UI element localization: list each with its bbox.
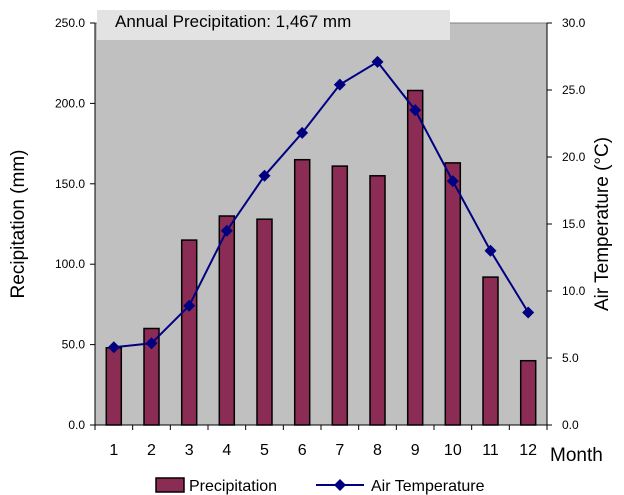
x-tick-label: 1 — [109, 442, 118, 459]
right-axis-title: Air Temperature (°C) — [592, 137, 613, 311]
x-tick-label: 10 — [444, 442, 462, 459]
precipitation-bars — [105, 89, 537, 426]
temp-point-4 — [220, 224, 233, 237]
temperature-line — [107, 55, 535, 354]
right-tick-label: 25.0 — [562, 83, 586, 97]
right-tick-label: 30.0 — [562, 16, 586, 30]
x-tick-label: 11 — [482, 442, 499, 459]
plot-area — [94, 22, 548, 426]
left-y-ticks: 0.0 50.0 100.0 150.0 200.0 250.0 — [55, 16, 95, 432]
temp-point-7 — [333, 78, 346, 91]
x-tick-label: 2 — [147, 442, 156, 459]
temp-point-3 — [183, 299, 196, 312]
temp-point-11 — [484, 244, 497, 257]
x-tick-label: 6 — [298, 442, 307, 459]
right-y-ticks: 0.0 5.0 10.0 15.0 20.0 25.0 30.0 — [547, 16, 586, 432]
legend-precipitation-swatch — [155, 477, 185, 493]
temp-point-12 — [522, 306, 535, 319]
bar-precip-9 — [406, 89, 424, 426]
temperature-polyline — [113, 60, 530, 349]
legend: Precipitation Air Temperature — [155, 477, 485, 495]
right-tick-label: 10.0 — [562, 284, 586, 298]
temp-point-8 — [371, 55, 384, 68]
legend-temperature-label: Air Temperature — [371, 478, 485, 495]
x-tick-label: 5 — [260, 442, 269, 459]
temp-point-10 — [446, 175, 459, 188]
left-tick-label: 200.0 — [55, 96, 85, 110]
x-tick-label: 12 — [519, 442, 537, 459]
x-tick-label: 8 — [373, 442, 382, 459]
right-tick-label: 20.0 — [562, 150, 586, 164]
bar-precip-8 — [369, 175, 386, 426]
temp-point-6 — [296, 126, 309, 139]
x-axis-title: Month — [550, 445, 603, 466]
legend-temperature-marker — [334, 479, 346, 491]
bar-precip-1 — [105, 347, 123, 426]
left-tick-label: 0.0 — [68, 418, 85, 432]
x-tick-label: 3 — [185, 442, 194, 459]
left-tick-label: 50.0 — [62, 338, 86, 352]
bar-precip-4 — [218, 215, 236, 426]
bar-precip-3 — [180, 239, 198, 426]
bar-precip-7 — [331, 165, 349, 426]
temp-point-5 — [258, 169, 271, 182]
x-tick-label: 9 — [411, 442, 420, 459]
bar-precip-11 — [482, 276, 499, 426]
annotation-box — [97, 10, 450, 40]
left-axis-title: Recipitation (mm) — [8, 150, 29, 299]
left-tick-label: 150.0 — [55, 177, 85, 191]
x-tick-label: 7 — [335, 442, 344, 459]
left-tick-label: 250.0 — [55, 16, 85, 30]
x-ticks: 1 2 3 4 5 6 7 8 9 10 11 12 — [94, 425, 548, 459]
bar-precip-10 — [444, 162, 462, 426]
bar-precip-12 — [519, 359, 537, 426]
temp-point-1 — [107, 341, 120, 354]
right-tick-label: 5.0 — [562, 351, 579, 365]
temp-point-2 — [145, 337, 158, 350]
bar-precip-5 — [256, 218, 273, 426]
x-tick-label: 4 — [222, 442, 231, 459]
bar-precip-6 — [293, 158, 311, 426]
left-tick-label: 100.0 — [55, 257, 85, 271]
right-tick-label: 0.0 — [562, 418, 579, 432]
right-tick-label: 15.0 — [562, 217, 586, 231]
legend-precipitation-label: Precipitation — [189, 478, 277, 495]
temp-point-9 — [409, 104, 422, 117]
annotation-text: Annual Precipitation: 1,467 mm — [115, 12, 351, 31]
